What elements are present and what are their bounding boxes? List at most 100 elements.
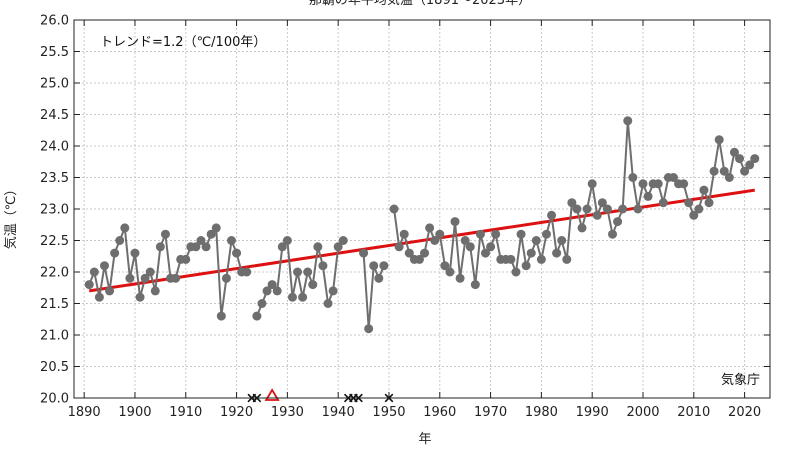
y-tick-label: 21.5 (40, 297, 69, 312)
data-point (414, 254, 424, 264)
x-tick-label: 1980 (525, 405, 558, 420)
y-tick-label: 20.5 (40, 360, 69, 375)
data-point (181, 254, 191, 264)
trend-group (89, 188, 755, 293)
data-point (506, 254, 516, 264)
y-tick-label: 21.0 (40, 329, 69, 344)
data-point (191, 242, 201, 252)
trend-line (89, 188, 755, 293)
data-point (694, 204, 704, 214)
y-tick-label: 25.0 (40, 77, 69, 92)
data-point (394, 242, 404, 252)
data-point (597, 198, 607, 208)
y-tick-labels: 20.0 20.5 21.0 21.5 22.0 22.5 23.0 23.5 24.0 24.5… (40, 14, 69, 407)
data-point (99, 261, 109, 271)
x-tick-label: 1900 (118, 405, 151, 420)
data-point (272, 286, 282, 296)
data-point (323, 299, 333, 308)
y-tick-label: 23.5 (40, 171, 69, 186)
data-point (613, 217, 623, 227)
data-point (719, 166, 729, 176)
data-point (633, 204, 643, 214)
data-point (257, 299, 267, 308)
x-tick-label: 2000 (626, 405, 659, 420)
data-point (135, 292, 145, 302)
data-point (277, 242, 287, 252)
y-tick-label: 22.5 (40, 234, 69, 249)
data-point (226, 236, 236, 245)
data-point (658, 198, 668, 208)
data-point (430, 236, 440, 245)
data-point (125, 273, 135, 283)
data-point (511, 267, 521, 277)
data-point (110, 248, 120, 258)
data-point (587, 179, 597, 189)
y-tick-label: 22.0 (40, 266, 69, 281)
data-point (232, 248, 242, 258)
y-tick-label: 24.0 (40, 140, 69, 155)
data-point (267, 280, 277, 290)
data-point (206, 229, 216, 239)
data-point (425, 223, 435, 233)
data-point (318, 261, 328, 271)
data-point (552, 248, 562, 258)
data-point (374, 273, 384, 283)
trend-label: トレンド=1.2（℃/100年） (100, 35, 266, 50)
data-point (196, 236, 206, 245)
x-tick-label: 1890 (68, 405, 101, 420)
data-point (567, 198, 577, 208)
data-point (653, 179, 663, 189)
x-axis-title: 年 (418, 432, 431, 447)
data-point (120, 223, 130, 233)
data-point (592, 210, 602, 220)
plot-frame (73, 19, 771, 399)
data-point (577, 223, 587, 233)
x-tick-label: 1930 (271, 405, 304, 420)
data-point (689, 210, 699, 220)
x-tick-labels: 1890 1900 1910 1920 1930 1940 1950 1960 1970 1980… (68, 405, 762, 420)
data-point (160, 229, 170, 239)
y-tick-label: 26.0 (40, 14, 69, 29)
y-tick-label: 24.5 (40, 108, 69, 123)
y-axis-title: 気温（℃） (3, 183, 19, 250)
data-point (216, 311, 226, 321)
data-point (359, 248, 369, 258)
data-point (709, 166, 719, 176)
data-point (745, 160, 755, 170)
data-point (526, 248, 536, 258)
data-point (750, 154, 760, 164)
data-point (303, 267, 313, 277)
data-point (140, 273, 150, 283)
data-point (475, 229, 485, 239)
data-point (445, 267, 455, 277)
data-point (389, 204, 399, 214)
grid (74, 19, 770, 399)
data-point (531, 236, 541, 245)
data-point (313, 242, 323, 252)
data-point (333, 242, 343, 252)
data-point (364, 324, 374, 334)
data-point (699, 185, 709, 195)
data-point (608, 229, 618, 239)
data-point (628, 173, 638, 182)
data-point (440, 261, 450, 271)
data-point (729, 147, 739, 157)
data-point (521, 261, 531, 271)
data-point (460, 236, 470, 245)
data-point (130, 248, 140, 258)
data-point (221, 273, 231, 283)
x-tick-label: 1940 (322, 405, 355, 420)
data-point (724, 173, 734, 182)
data-point (379, 261, 389, 271)
data-point (547, 210, 557, 220)
data-point (668, 173, 678, 182)
source-label: 気象庁 (721, 372, 760, 388)
y-tick-label: 23.0 (40, 203, 69, 218)
data-point (582, 204, 592, 214)
data-point (572, 204, 582, 214)
data-point (450, 217, 460, 227)
data-point (308, 280, 318, 290)
data-point (420, 248, 430, 258)
x-tick-label: 1960 (423, 405, 456, 420)
